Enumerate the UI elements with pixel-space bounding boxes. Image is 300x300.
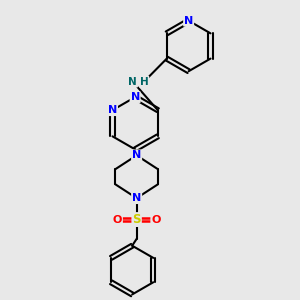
Text: N: N bbox=[132, 150, 141, 161]
Text: N: N bbox=[130, 92, 140, 102]
Text: H: H bbox=[140, 76, 148, 87]
Text: O: O bbox=[151, 214, 160, 224]
Text: N: N bbox=[128, 76, 137, 87]
Text: S: S bbox=[132, 213, 141, 226]
Text: N: N bbox=[132, 193, 141, 203]
Text: O: O bbox=[112, 214, 122, 224]
Text: N: N bbox=[184, 16, 193, 26]
Text: N: N bbox=[108, 105, 117, 115]
